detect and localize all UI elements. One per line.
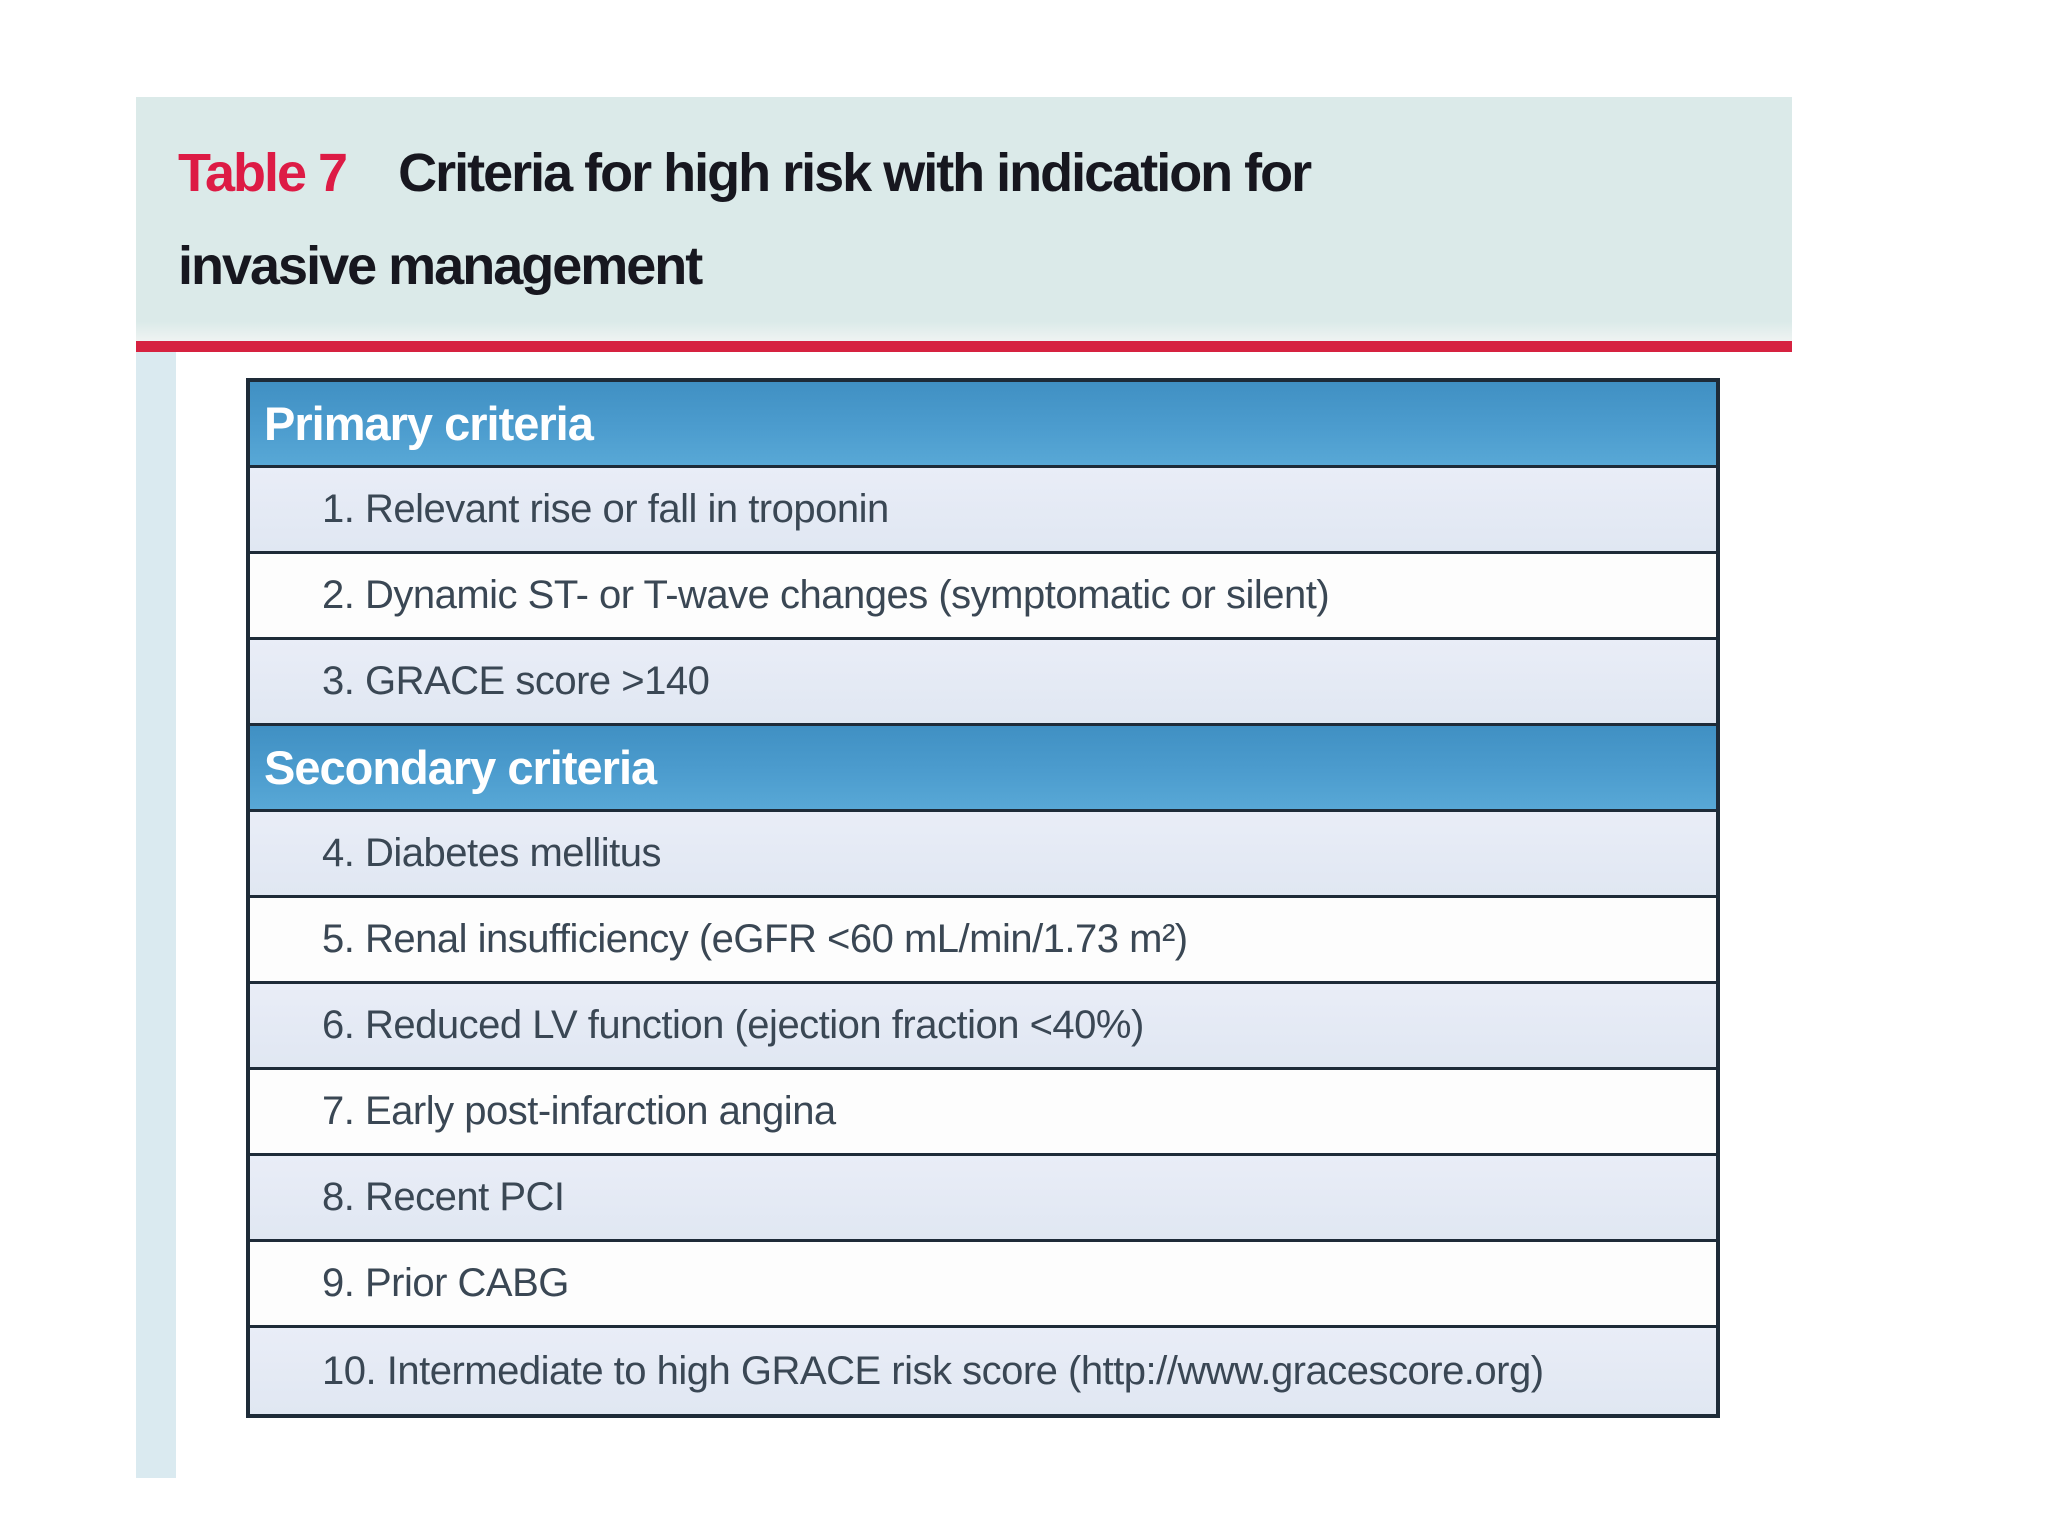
section-header-secondary: Secondary criteria [250, 726, 1716, 812]
section-header-primary: Primary criteria [250, 382, 1716, 468]
caption-line2: invasive management [178, 235, 703, 296]
table-row: 6. Reduced LV function (ejection fractio… [250, 984, 1716, 1070]
table-row: 7. Early post-infarction angina [250, 1070, 1716, 1156]
table-row: 5. Renal insufficiency (eGFR <60 mL/min/… [250, 898, 1716, 984]
table-row: 9. Prior CABG [250, 1242, 1716, 1328]
table-row: 2. Dynamic ST- or T-wave changes (sympto… [250, 554, 1716, 640]
table-row: 10. Intermediate to high GRACE risk scor… [250, 1328, 1716, 1414]
table-caption-block: Table 7 Criteria for high risk with indic… [136, 97, 1792, 341]
red-divider-rule [136, 341, 1792, 352]
table-caption: Table 7 Criteria for high risk with indic… [136, 97, 1792, 313]
table-row: 4. Diabetes mellitus [250, 812, 1716, 898]
table-row: 1. Relevant rise or fall in troponin [250, 468, 1716, 554]
criteria-table: Primary criteria 1. Relevant rise or fal… [246, 378, 1720, 1418]
table-number-label: Table 7 [178, 143, 348, 203]
page-margin-strip [136, 352, 176, 1478]
table-row: 3. GRACE score >140 [250, 640, 1716, 726]
table-row: 8. Recent PCI [250, 1156, 1716, 1242]
caption-line1: Criteria for high risk with indication f… [398, 143, 1312, 203]
